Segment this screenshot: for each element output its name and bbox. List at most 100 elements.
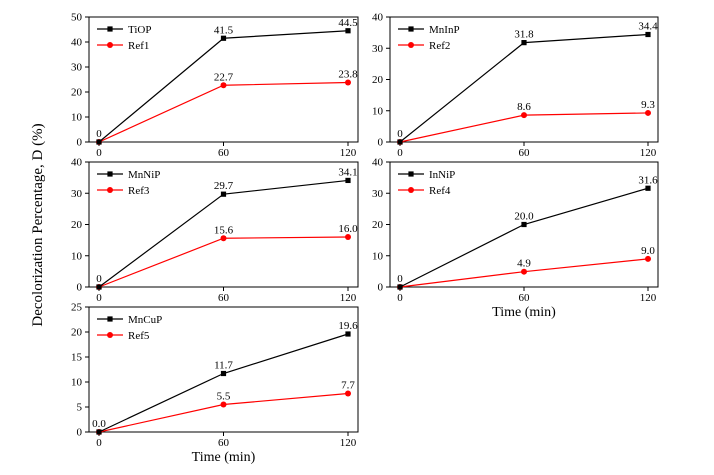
y-tick-label: 0 (77, 427, 83, 439)
y-tick-label: 20 (372, 219, 384, 231)
y-tick-label: 10 (372, 105, 384, 117)
x-tick-label: 0 (397, 147, 403, 159)
y-tick-label: 20 (71, 87, 83, 99)
legend-marker-MnNiP (107, 171, 113, 177)
y-tick-label: 5 (77, 402, 83, 414)
chart-panel-1: 0 10 20 30 40 50 0 60 120 22.7 23.8 0 41.5 44.5 TiOP Re… (71, 12, 359, 159)
x-tick-label: 0 (96, 437, 102, 449)
x-tick-label: 0 (96, 292, 102, 304)
data-label-InNiP: 31.6 (638, 174, 658, 186)
y-tick-label: 0 (378, 137, 384, 149)
y-tick-label: 20 (71, 327, 83, 339)
y-tick-label: 40 (71, 37, 83, 49)
data-label-Ref2: 9.3 (641, 99, 655, 111)
x-axis-label: Time (min) (192, 450, 256, 465)
y-tick-label: 0 (77, 137, 83, 149)
x-tick-label: 0 (397, 292, 403, 304)
data-point-MnCuP (345, 331, 351, 337)
data-label-Ref5: 7.7 (341, 380, 355, 392)
data-point-MnCuP (96, 429, 102, 435)
data-point-Ref5 (345, 390, 351, 397)
legend-label-Ref5: Ref5 (128, 330, 150, 342)
legend-label-TiOP: TiOP (128, 24, 151, 36)
data-point-Ref3 (345, 234, 351, 240)
data-point-MnNiP (96, 284, 102, 290)
legend-marker-Ref3 (107, 187, 113, 193)
y-tick-label: 40 (372, 157, 384, 169)
y-tick-label: 0 (77, 282, 83, 294)
data-label-Ref3: 15.6 (214, 224, 234, 236)
x-tick-label: 120 (640, 292, 657, 304)
y-tick-label: 40 (71, 157, 83, 169)
data-label-MnCuP: 11.7 (214, 360, 233, 372)
data-label-InNiP: 20.0 (514, 211, 534, 223)
legend-marker-Ref4 (408, 187, 414, 193)
y-tick-label: 30 (372, 43, 384, 55)
data-label-Ref1: 23.8 (338, 69, 358, 81)
data-point-Ref5 (220, 401, 227, 408)
y-tick-label: 15 (71, 352, 83, 364)
legend-label-Ref1: Ref1 (128, 40, 149, 52)
series-line-Ref3 (98, 236, 349, 288)
legend-marker-InNiP (408, 171, 414, 177)
data-label-TiOP: 44.5 (338, 17, 358, 29)
y-tick-label: 10 (71, 112, 83, 124)
data-point-TiOP (96, 139, 102, 145)
series-line-MnCuP (98, 333, 349, 433)
chart-panel-3: 0 10 20 30 40 0 60 120 15.6 16.0 0 29.7 34.1 MnNiP Ref… (71, 157, 359, 304)
data-point-MnInP (645, 31, 651, 38)
y-tick-label: 20 (71, 219, 83, 231)
data-point-TiOP (220, 35, 227, 41)
data-point-TiOP (345, 28, 351, 34)
legend-marker-Ref5 (107, 332, 113, 338)
y-tick-label: 30 (372, 188, 384, 200)
data-label-Ref4: 9.0 (641, 245, 655, 257)
x-tick-label: 0 (96, 147, 102, 159)
data-point-Ref4 (645, 255, 651, 262)
data-point-MnInP (397, 139, 403, 145)
data-label-MnNiP: 29.7 (214, 180, 234, 192)
shared-y-axis-label: Decolorization Percentage, D (%) (30, 123, 46, 326)
series-line-Ref1 (98, 81, 349, 143)
x-tick-label: 60 (218, 437, 230, 449)
data-point-InNiP (521, 221, 527, 228)
x-tick-label: 60 (519, 147, 531, 159)
data-label-MnInP: 31.8 (514, 29, 534, 41)
x-tick-label: 120 (340, 437, 357, 449)
data-label-MnCuP: 0.0 (92, 418, 106, 430)
legend-marker-TiOP (107, 26, 113, 32)
legend-label-InNiP: InNiP (429, 169, 455, 181)
data-point-InNiP (645, 185, 651, 191)
data-point-Ref2 (521, 112, 527, 119)
data-label-Ref1: 22.7 (214, 71, 234, 83)
y-tick-label: 50 (71, 12, 83, 24)
legend-label-Ref2: Ref2 (429, 40, 450, 52)
y-tick-label: 0 (378, 282, 384, 294)
data-point-Ref3 (220, 235, 227, 242)
legend-label-Ref4: Ref4 (429, 185, 451, 197)
data-label-Ref5: 5.5 (217, 391, 231, 403)
y-tick-label: 30 (71, 188, 83, 200)
data-label-MnNiP: 0 (96, 273, 102, 285)
data-label-MnInP: 0 (397, 128, 403, 140)
chart-panel-5: 0 5 10 15 20 25 0 60 120 Time (min) 5.5 7.7 0.0 11.7 1… (71, 302, 359, 465)
y-tick-label: 20 (372, 74, 384, 86)
y-tick-label: 30 (71, 62, 83, 74)
legend-label-MnNiP: MnNiP (128, 169, 160, 181)
data-point-MnNiP (345, 177, 351, 184)
legend-label-Ref3: Ref3 (128, 185, 150, 197)
data-point-Ref1 (345, 79, 351, 86)
legend-marker-MnInP (408, 26, 414, 32)
legend-label-MnCuP: MnCuP (128, 314, 162, 326)
data-point-Ref4 (521, 268, 527, 275)
data-point-Ref1 (220, 82, 227, 89)
y-tick-label: 25 (71, 302, 83, 314)
x-tick-label: 120 (340, 147, 357, 159)
x-tick-label: 60 (218, 292, 230, 304)
legend-marker-MnCuP (107, 316, 113, 322)
x-tick-label: 60 (519, 292, 531, 304)
x-axis-label: Time (min) (492, 305, 556, 320)
data-label-InNiP: 0 (397, 273, 403, 285)
y-tick-label: 40 (372, 12, 384, 24)
